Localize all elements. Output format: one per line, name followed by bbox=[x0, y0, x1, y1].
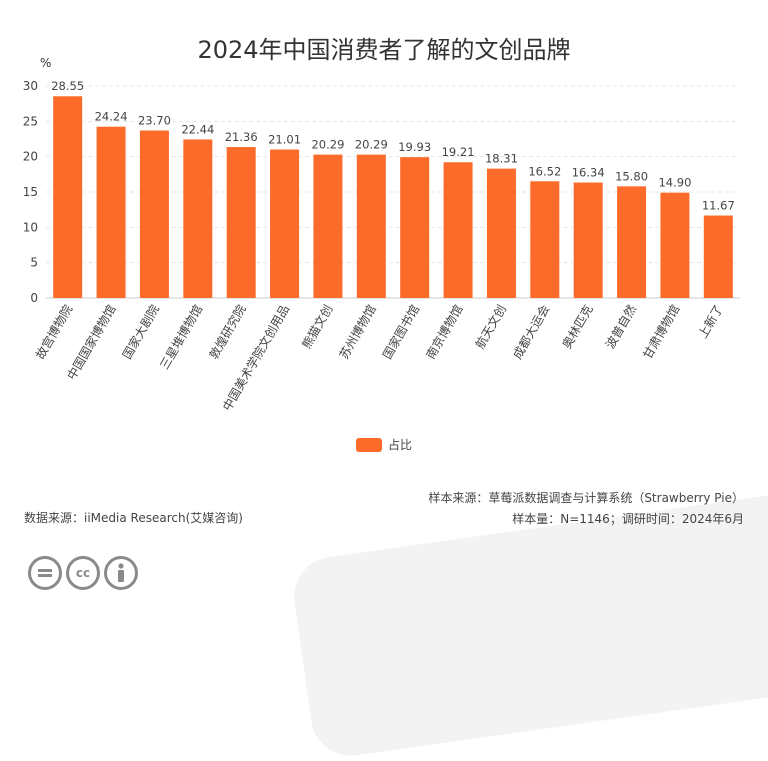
data-label: 23.70 bbox=[138, 114, 171, 128]
data-label: 20.29 bbox=[355, 138, 388, 152]
x-tick-label: 三星堆博物馆 bbox=[156, 302, 205, 372]
data-label: 22.44 bbox=[181, 122, 214, 136]
license-badge: cc bbox=[28, 556, 142, 590]
x-tick-label: 国家图书馆 bbox=[379, 302, 422, 361]
y-tick-label: 25 bbox=[23, 114, 38, 128]
data-label: 21.01 bbox=[268, 133, 301, 147]
x-tick-label: 故宫博物院 bbox=[32, 302, 75, 361]
x-tick-label: 甘肃博物馆 bbox=[640, 302, 683, 361]
x-tick-label: 波普自然 bbox=[602, 302, 639, 351]
chart-title: 2024年中国消费者了解的文创品牌 bbox=[197, 36, 571, 64]
legend-label: 占比 bbox=[388, 438, 413, 452]
bar bbox=[313, 154, 343, 298]
sample-source: 样本来源：草莓派数据调查与计算系统（Strawberry Pie） bbox=[428, 491, 744, 505]
sample-size: 样本量：N=1146；调研时间：2024年6月 bbox=[512, 512, 744, 526]
x-tick-label: 上新了 bbox=[695, 302, 726, 341]
x-tick-label: 奥林匹克 bbox=[560, 303, 596, 352]
x-tick-label: 国家大剧院 bbox=[119, 302, 162, 361]
bar bbox=[660, 192, 690, 298]
legend[interactable]: 占比 bbox=[356, 436, 412, 453]
bar bbox=[617, 186, 647, 298]
y-tick-label: 20 bbox=[23, 150, 38, 164]
data-label: 14.90 bbox=[658, 176, 691, 190]
x-tick-label: 航天文创 bbox=[472, 302, 509, 351]
bar bbox=[400, 157, 430, 298]
y-tick-label: 30 bbox=[23, 79, 38, 93]
person-icon bbox=[104, 556, 138, 590]
bar bbox=[443, 162, 473, 298]
y-tick-label: 15 bbox=[23, 185, 38, 199]
legend-swatch bbox=[356, 437, 382, 452]
data-label: 15.80 bbox=[615, 169, 648, 183]
bar bbox=[53, 96, 83, 298]
data-label: 19.21 bbox=[442, 145, 475, 159]
bar bbox=[226, 147, 256, 298]
x-tick-label: 南京博物馆 bbox=[423, 302, 466, 361]
data-label: 16.52 bbox=[528, 164, 561, 178]
y-tick-label: 10 bbox=[23, 220, 38, 234]
x-tick-label: 熊猫文创 bbox=[299, 302, 336, 351]
data-label: 20.29 bbox=[311, 138, 344, 152]
y-axis-unit: % bbox=[40, 56, 52, 70]
bar bbox=[486, 168, 516, 298]
y-tick-label: 5 bbox=[30, 256, 38, 270]
data-label: 16.34 bbox=[572, 166, 605, 180]
data-label: 19.93 bbox=[398, 140, 431, 154]
x-tick-label: 敦煌研究院 bbox=[206, 302, 249, 361]
x-tick-label: 成都大运会 bbox=[510, 303, 552, 362]
data-label: 24.24 bbox=[95, 110, 128, 124]
cc-icon: cc bbox=[66, 556, 100, 590]
bar bbox=[703, 215, 733, 298]
y-tick-label: 0 bbox=[30, 291, 38, 305]
data-label: 28.55 bbox=[51, 79, 84, 93]
x-tick-label: 苏州博物馆 bbox=[336, 302, 379, 361]
bar bbox=[96, 126, 126, 298]
equal-icon bbox=[28, 556, 62, 590]
bar bbox=[139, 130, 169, 298]
bar bbox=[356, 154, 386, 298]
data-label: 21.36 bbox=[225, 130, 258, 144]
bar bbox=[530, 181, 560, 298]
data-label: 11.67 bbox=[702, 199, 735, 213]
bar bbox=[573, 182, 603, 298]
data-label: 18.31 bbox=[485, 152, 518, 166]
bar bbox=[270, 149, 300, 298]
bar bbox=[183, 139, 213, 298]
data-source: 数据来源：iiMedia Research(艾媒咨询) bbox=[24, 511, 243, 525]
